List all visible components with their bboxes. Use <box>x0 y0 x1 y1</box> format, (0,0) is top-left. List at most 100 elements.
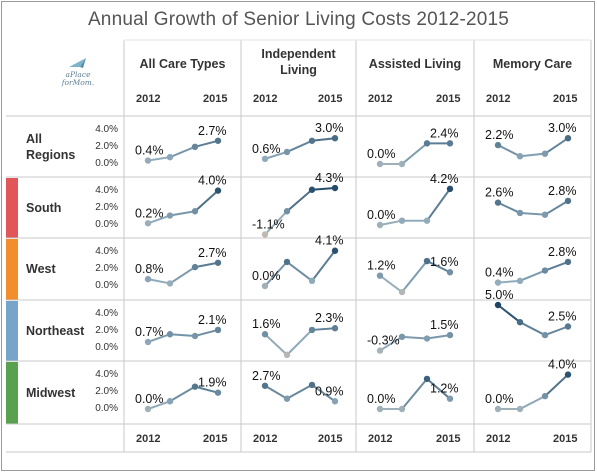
series-line-segment <box>169 145 196 159</box>
series-line-segment <box>264 333 288 356</box>
first-value-label: 0.0% <box>252 269 281 283</box>
y-axis-tick-label: 4.0% <box>95 246 118 257</box>
first-value-label: 2.6% <box>485 186 514 200</box>
data-point <box>283 351 291 359</box>
last-value-label: 2.3% <box>315 311 344 325</box>
data-point <box>308 326 316 334</box>
row-label: Northeast <box>26 323 84 339</box>
first-value-label: 2.2% <box>485 128 514 142</box>
data-point <box>446 395 454 402</box>
series-line-segment <box>147 278 171 285</box>
last-value-label: 2.7% <box>198 246 227 260</box>
last-value-label: 2.7% <box>198 124 227 138</box>
last-value-label: 2.8% <box>548 245 577 259</box>
data-point <box>144 338 152 346</box>
y-axis-tick-label: 0.0% <box>95 219 118 230</box>
column-header-line: All Care Types <box>139 57 226 71</box>
data-point <box>398 288 406 296</box>
last-value-label: 4.2% <box>430 172 459 186</box>
series-line-segment <box>544 137 569 155</box>
last-value-label: 4.0% <box>548 358 577 372</box>
data-point <box>376 405 384 413</box>
data-point <box>564 371 572 378</box>
series-line-segment <box>286 261 313 282</box>
data-point <box>214 137 222 144</box>
region-color-strip <box>6 239 18 300</box>
series-line-segment <box>147 400 171 410</box>
data-point <box>214 326 222 334</box>
data-point <box>376 160 384 168</box>
y-axis-tick-label: 4.0% <box>95 369 118 380</box>
data-point <box>166 280 174 287</box>
data-point <box>166 331 174 338</box>
series-line-segment <box>286 139 313 153</box>
series-line-segment <box>264 384 288 400</box>
year-start-label: 2012 <box>368 93 393 105</box>
year-start-label: 2012 <box>253 93 278 105</box>
y-axis-tick-label: 4.0% <box>95 185 118 196</box>
data-point <box>423 335 431 342</box>
series-line-segment <box>169 266 196 285</box>
first-value-label: 0.0% <box>367 147 396 161</box>
data-point <box>494 301 502 309</box>
last-value-label: 4.3% <box>315 171 344 185</box>
last-value-label: 2.4% <box>430 126 459 140</box>
y-axis-tick-label: 0.0% <box>95 280 118 291</box>
data-point <box>144 220 152 227</box>
data-point <box>191 263 199 271</box>
data-point <box>516 209 524 217</box>
year-end-label: 2015 <box>203 93 228 105</box>
year-start-label: 2012 <box>253 433 278 445</box>
data-point <box>214 389 222 396</box>
y-axis-tick-label: 2.0% <box>95 263 118 274</box>
year-end-label: 2015 <box>553 433 578 445</box>
column-header: Independent Living <box>241 46 356 78</box>
series-line-segment <box>426 334 451 340</box>
bird-icon <box>69 58 86 68</box>
year-end-label: 2015 <box>553 93 578 105</box>
data-point <box>308 186 316 193</box>
series-line-segment <box>169 385 196 403</box>
first-value-label: 0.4% <box>135 144 164 158</box>
series-line-segment <box>519 395 546 410</box>
series-line-segment <box>286 384 313 400</box>
series-line-segment <box>426 188 451 222</box>
data-point <box>494 141 502 149</box>
column-header-line: Living <box>280 63 317 77</box>
year-end-label: 2015 <box>318 93 343 105</box>
year-start-label: 2012 <box>136 93 161 105</box>
row-label-line: All <box>26 131 42 146</box>
series-line-segment <box>426 378 451 400</box>
series-line-segment <box>169 210 196 217</box>
row-label: South <box>26 200 61 216</box>
series-line-segment <box>426 260 451 274</box>
y-axis-tick-label: 2.0% <box>95 202 118 213</box>
series-line-segment <box>519 269 546 282</box>
data-point <box>564 197 572 205</box>
column-header-line: Assisted Living <box>368 57 462 71</box>
y-axis-tick-label: 2.0% <box>95 325 118 336</box>
data-point <box>191 208 199 215</box>
data-point <box>191 143 199 150</box>
series-line-segment <box>497 144 521 158</box>
data-point <box>376 221 384 229</box>
column-header: Memory Care <box>474 56 591 72</box>
data-point <box>541 267 549 274</box>
first-value-label: 0.0% <box>367 392 396 406</box>
data-point <box>541 331 549 339</box>
last-value-label: 2.5% <box>548 310 577 324</box>
first-value-label: -0.3% <box>367 334 400 348</box>
data-point <box>144 275 152 283</box>
series-line-segment <box>194 139 219 148</box>
first-value-label: 5.0% <box>485 288 514 302</box>
data-point <box>516 405 524 413</box>
series-line-segment <box>401 142 428 165</box>
data-point <box>541 150 549 157</box>
data-point <box>308 137 316 144</box>
series-line-segment <box>401 378 428 410</box>
y-axis-tick-label: 0.0% <box>95 342 118 353</box>
first-value-label: -1.1% <box>252 217 285 231</box>
series-line-segment <box>194 261 219 269</box>
